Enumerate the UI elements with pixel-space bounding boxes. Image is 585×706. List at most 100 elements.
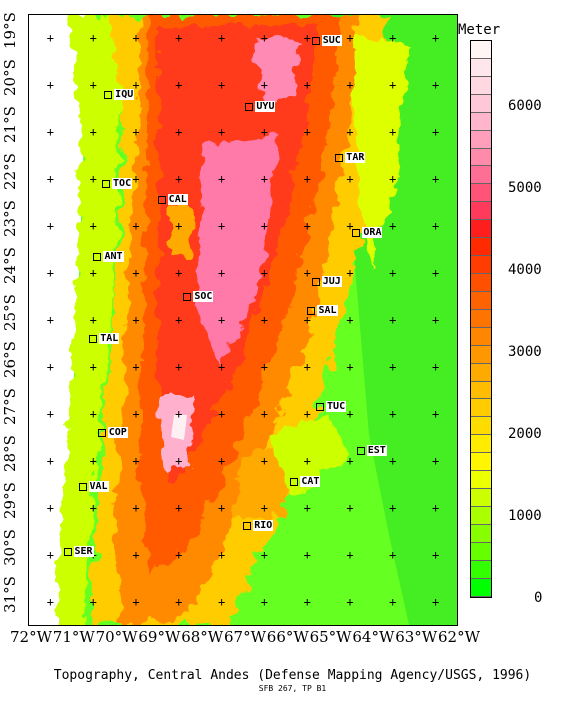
graticule-cross: + <box>260 547 268 562</box>
city-label: CAT <box>300 475 321 487</box>
legend-swatch <box>471 471 491 490</box>
graticule-cross: + <box>46 266 54 281</box>
legend-tick-label: 0 <box>534 590 543 606</box>
graticule-cross: + <box>175 313 183 327</box>
graticule-cross: + <box>260 266 268 281</box>
latitude-label: 28°S <box>1 434 19 472</box>
legend-swatch <box>471 76 491 95</box>
longitude-label: 67°W <box>224 628 267 646</box>
graticule-cross: + <box>260 406 268 421</box>
legend-swatch <box>471 220 491 239</box>
graticule-cross: + <box>389 313 397 327</box>
city-marker-ant: ANT <box>93 250 124 263</box>
graticule-cross: + <box>346 172 354 187</box>
graticule-cross: + <box>431 594 440 609</box>
graticule-cross: + <box>132 266 140 281</box>
graticule-cross: + <box>303 219 311 234</box>
graticule-cross: + <box>89 31 97 46</box>
legend-swatch <box>471 327 491 346</box>
graticule-cross: + <box>303 359 311 374</box>
graticule-cross: + <box>431 313 440 327</box>
graticule-cross: + <box>132 594 140 609</box>
graticule-cross: + <box>346 453 354 468</box>
city-marker-iqu: IQU <box>104 88 135 101</box>
graticule-cross: + <box>431 125 440 140</box>
city-square-icon <box>311 278 320 287</box>
city-label: CAL <box>167 194 188 206</box>
graticule-cross: + <box>431 359 440 374</box>
elevation-colorbar <box>470 40 492 598</box>
graticule-cross: + <box>175 172 183 187</box>
legend-swatch <box>471 58 491 77</box>
graticule-cross: + <box>346 266 354 281</box>
city-label: UYU <box>255 100 276 112</box>
legend-swatch <box>471 435 491 454</box>
graticule-cross: + <box>46 359 54 374</box>
graticule-cross: + <box>46 406 54 421</box>
graticule-cross: + <box>217 406 226 421</box>
graticule-cross: + <box>175 500 183 515</box>
graticule-cross: + <box>217 219 226 234</box>
graticule-cross: + <box>132 172 140 187</box>
city-label: JUJ <box>321 276 342 288</box>
graticule-cross: + <box>175 594 183 609</box>
graticule-cross: + <box>175 31 183 46</box>
map-caption: Topography, Central Andes (Defense Mappi… <box>53 668 532 683</box>
legend-swatch <box>471 560 491 579</box>
longitude-label: 65°W <box>309 628 352 646</box>
legend-swatch <box>471 381 491 400</box>
legend-tick-label: 2000 <box>508 426 542 442</box>
graticule-cross: + <box>346 78 354 93</box>
city-label: COP <box>107 426 128 438</box>
city-square-icon <box>356 447 365 456</box>
graticule-cross: + <box>46 172 54 187</box>
legend-title: Meter <box>458 22 501 38</box>
graticule-cross: + <box>46 594 54 609</box>
graticule-cross: + <box>389 125 397 140</box>
city-marker-ora: ORA <box>352 227 383 239</box>
graticule-cross: + <box>431 406 440 421</box>
graticule-cross: + <box>46 453 54 468</box>
latitude-label: 27°S <box>1 387 19 425</box>
topography-map: + + + + + + + + + + + + + + + + + + + + + + + + + + + + + + + + + + + + + + + +… <box>28 14 458 626</box>
graticule-cross: + <box>46 219 54 234</box>
legend-tick-label: 4000 <box>508 262 542 278</box>
city-square-icon <box>307 306 316 315</box>
latitude-label: 21°S <box>1 106 19 144</box>
city-marker-suc: SUC <box>311 34 342 47</box>
graticule-cross: + <box>303 266 311 281</box>
graticule-cross: + <box>132 125 140 140</box>
graticule-cross: + <box>89 500 97 515</box>
graticule-cross: + <box>431 547 440 562</box>
longitude-label: 62°W <box>438 628 481 646</box>
legend-swatch <box>471 417 491 436</box>
legend-swatch <box>471 130 491 149</box>
city-marker-ser: SER <box>63 546 94 558</box>
city-label: RIO <box>253 520 274 532</box>
longitude-label: 70°W <box>95 628 138 646</box>
city-marker-cal: CAL <box>157 194 188 206</box>
city-label: ANT <box>103 250 124 262</box>
city-marker-soc: SOC <box>183 290 214 303</box>
relief-layer <box>29 15 457 625</box>
graticule-cross: + <box>89 313 97 327</box>
legend-swatch <box>471 524 491 543</box>
graticule-cross: + <box>431 31 440 46</box>
longitude-label: 64°W <box>352 628 395 646</box>
latitude-label: 20°S <box>1 59 19 97</box>
legend-swatch <box>471 453 491 472</box>
graticule-cross: + <box>217 172 226 187</box>
graticule-cross: + <box>89 78 97 93</box>
graticule-cross: + <box>346 313 354 327</box>
graticule-cross: + <box>89 266 97 281</box>
graticule-cross: + <box>217 594 226 609</box>
graticule-cross: + <box>346 500 354 515</box>
graticule-cross: + <box>89 172 97 187</box>
longitude-label: 72°W <box>10 628 53 646</box>
graticule-cross: + <box>46 78 54 93</box>
latitude-label: 30°S <box>1 528 19 566</box>
latitude-label: 23°S <box>1 200 19 238</box>
city-label: SOC <box>193 290 214 302</box>
legend-swatch <box>471 94 491 113</box>
graticule-cross: + <box>431 500 440 515</box>
